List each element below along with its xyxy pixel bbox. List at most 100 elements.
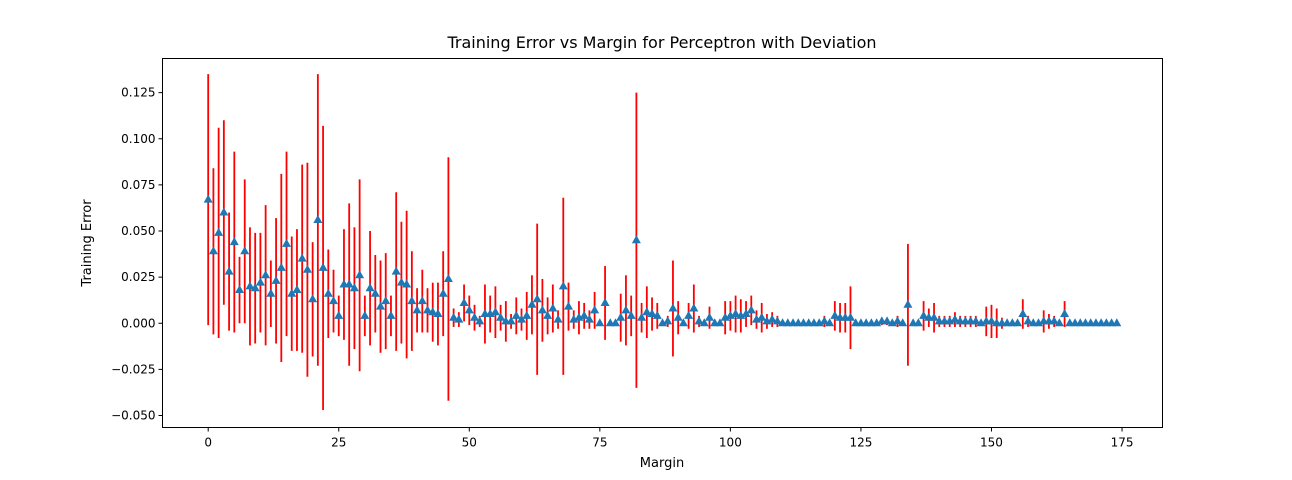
- data-point-marker: [360, 310, 370, 319]
- data-point-marker: [694, 316, 704, 325]
- data-point-marker: [548, 303, 558, 312]
- data-point-marker: [208, 246, 218, 255]
- data-point-marker: [240, 246, 250, 255]
- data-point-marker: [1112, 318, 1122, 327]
- data-point-marker: [490, 307, 500, 316]
- data-point-marker: [433, 309, 443, 318]
- data-point-marker: [616, 312, 626, 321]
- data-point-marker: [1054, 318, 1064, 327]
- data-point-marker: [344, 279, 354, 288]
- x-axis-label: Margin: [640, 456, 684, 471]
- data-point-marker: [396, 277, 406, 286]
- data-point-marker: [407, 296, 417, 305]
- data-point-marker: [443, 273, 453, 282]
- data-point-marker: [767, 314, 777, 323]
- x-axis: 0 25 50 75 100 125 150 175: [204, 427, 1134, 450]
- data-point-marker: [543, 310, 553, 319]
- y-tick-label: 0.075: [121, 178, 155, 192]
- data-point-marker: [1023, 316, 1033, 325]
- y-tick-label: −0.050: [111, 409, 155, 423]
- data-point-marker: [276, 262, 286, 271]
- data-point-marker: [423, 305, 433, 314]
- data-point-marker: [386, 310, 396, 319]
- markers-group: [203, 194, 1122, 327]
- data-point-marker: [825, 318, 835, 327]
- data-point-marker: [412, 305, 422, 314]
- x-tick-label: 100: [719, 436, 742, 450]
- data-point-marker: [370, 288, 380, 297]
- data-point-marker: [454, 314, 464, 323]
- data-point-marker: [741, 309, 751, 318]
- data-point-marker: [287, 288, 297, 297]
- data-point-marker: [349, 283, 359, 292]
- data-point-marker: [402, 279, 412, 288]
- data-point-marker: [224, 266, 234, 275]
- data-point-marker: [329, 296, 339, 305]
- data-point-marker: [590, 305, 600, 314]
- data-point-marker: [882, 316, 892, 325]
- x-tick-label: 150: [980, 436, 1003, 450]
- data-point-marker: [631, 235, 641, 244]
- x-tick-label: 75: [592, 436, 607, 450]
- data-point-marker: [464, 305, 474, 314]
- y-tick-label: −0.025: [111, 362, 155, 376]
- plot-area: [203, 74, 1122, 410]
- data-point-marker: [663, 316, 673, 325]
- data-point-marker: [355, 270, 365, 279]
- data-point-marker: [652, 310, 662, 319]
- data-point-marker: [475, 316, 485, 325]
- data-point-marker: [892, 316, 902, 325]
- data-point-marker: [731, 309, 741, 318]
- data-point-marker: [637, 312, 647, 321]
- data-point-marker: [496, 312, 506, 321]
- data-point-marker: [919, 310, 929, 319]
- data-point-marker: [611, 318, 621, 327]
- data-point-marker: [595, 318, 605, 327]
- data-point-marker: [579, 310, 589, 319]
- data-point-marker: [1060, 309, 1070, 318]
- data-point-marker: [532, 294, 542, 303]
- data-point-marker: [376, 301, 386, 310]
- data-point-marker: [642, 307, 652, 316]
- data-point-marker: [845, 312, 855, 321]
- data-point-marker: [929, 312, 939, 321]
- data-point-marker: [757, 312, 767, 321]
- data-point-marker: [235, 285, 245, 294]
- data-point-marker: [381, 296, 391, 305]
- x-tick-label: 25: [331, 436, 346, 450]
- data-point-marker: [511, 310, 521, 319]
- data-point-marker: [668, 303, 678, 312]
- y-tick-label: 0.125: [121, 86, 155, 100]
- data-point-marker: [903, 299, 913, 308]
- data-point-marker: [522, 310, 532, 319]
- data-point-marker: [438, 288, 448, 297]
- data-point-marker: [704, 312, 714, 321]
- data-point-marker: [689, 303, 699, 312]
- data-point-marker: [255, 277, 265, 286]
- data-point-marker: [647, 309, 657, 318]
- x-tick-label: 50: [462, 436, 477, 450]
- data-point-marker: [391, 266, 401, 275]
- data-point-marker: [1049, 316, 1059, 325]
- data-point-marker: [1013, 318, 1023, 327]
- data-point-marker: [318, 262, 328, 271]
- x-tick-label: 175: [1111, 436, 1134, 450]
- y-tick-label: 0.100: [121, 132, 155, 146]
- data-point-marker: [229, 237, 239, 246]
- data-point-marker: [1018, 309, 1028, 318]
- data-point-marker: [214, 227, 224, 236]
- data-point-marker: [600, 297, 610, 306]
- data-point-marker: [898, 318, 908, 327]
- data-point-marker: [271, 275, 281, 284]
- data-point-marker: [308, 294, 318, 303]
- data-point-marker: [558, 281, 568, 290]
- data-point-marker: [297, 253, 307, 262]
- data-point-marker: [203, 194, 213, 203]
- data-point-marker: [621, 305, 631, 314]
- x-tick-label: 125: [849, 436, 872, 450]
- x-tick-label: 0: [204, 436, 212, 450]
- y-tick-label: 0.050: [121, 224, 155, 238]
- data-point-marker: [365, 283, 375, 292]
